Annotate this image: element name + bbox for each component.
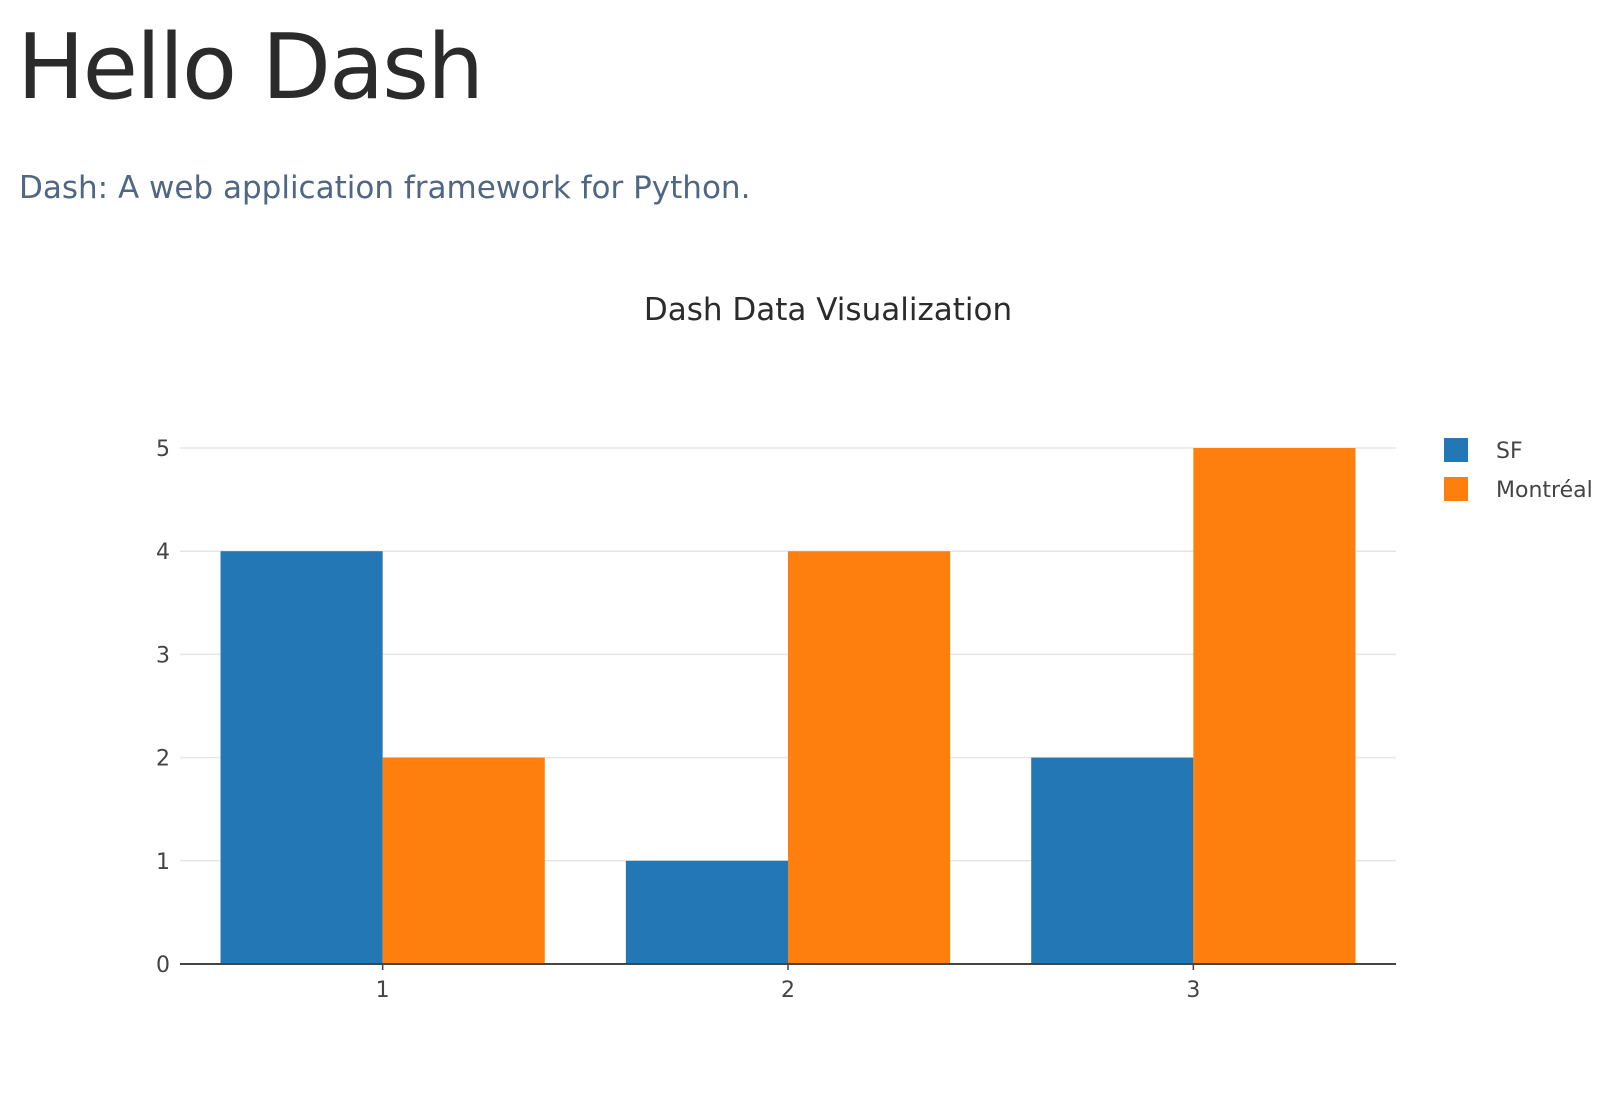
- y-tick-label: 0: [156, 953, 170, 978]
- bar-montreal-1[interactable]: [382, 757, 545, 964]
- legend-item-montreal[interactable]: Montréal: [1444, 477, 1593, 503]
- page-title: Hello Dash: [17, 15, 484, 120]
- bar-montreal-2[interactable]: [788, 551, 951, 964]
- bar-sf-3[interactable]: [1031, 757, 1194, 964]
- legend-label: Montréal: [1496, 478, 1593, 503]
- y-tick-label: 1: [156, 850, 170, 875]
- bar-sf-2[interactable]: [625, 860, 788, 964]
- axes: 0 1 2 3 4 5 1 2 3: [156, 437, 1396, 1003]
- page-subtitle: Dash: A web application framework for Py…: [19, 170, 751, 206]
- legend-swatch: [1444, 438, 1468, 462]
- y-tick-label: 5: [156, 437, 170, 462]
- y-tick-label: 3: [156, 643, 170, 668]
- legend[interactable]: SF Montréal: [1444, 438, 1593, 503]
- x-tick-label: 2: [781, 978, 795, 1003]
- bar-sf-1[interactable]: [220, 551, 383, 964]
- x-tick-label: 3: [1186, 978, 1200, 1003]
- chart-title: Dash Data Visualization: [644, 292, 1012, 328]
- y-tick-label: 2: [156, 747, 170, 772]
- bar-montreal-3[interactable]: [1193, 448, 1356, 964]
- y-tick-label: 4: [156, 540, 170, 565]
- legend-label: SF: [1496, 439, 1523, 464]
- legend-item-sf[interactable]: SF: [1444, 438, 1523, 464]
- x-tick-label: 1: [376, 978, 390, 1003]
- bars: [220, 448, 1356, 964]
- legend-swatch: [1444, 477, 1468, 501]
